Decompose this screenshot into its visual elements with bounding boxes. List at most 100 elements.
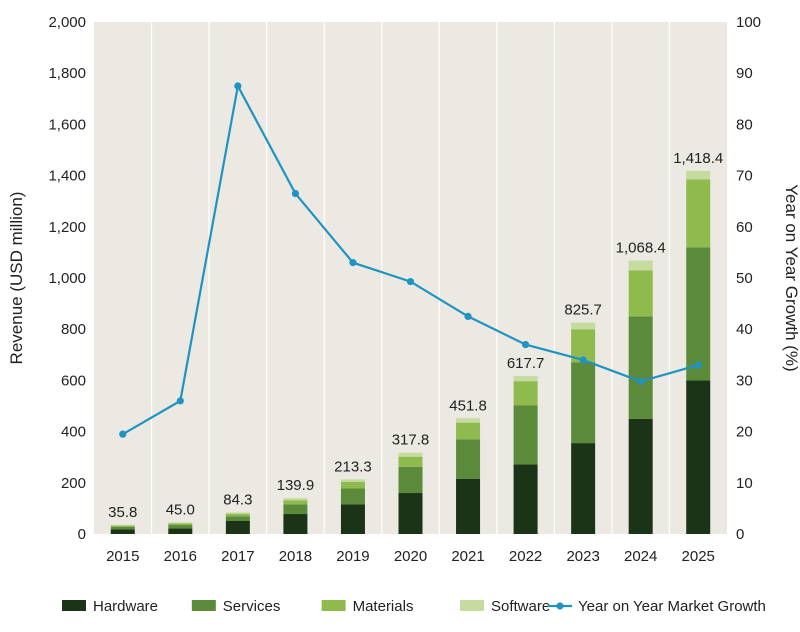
- y2-tick-label: 60: [736, 219, 753, 236]
- bar-segment-hardware: [513, 464, 538, 534]
- growth-line-point: [521, 340, 530, 349]
- y-tick-label: 1,800: [48, 65, 86, 82]
- bar-total-label: 825.7: [564, 302, 602, 319]
- bar-segment-materials: [456, 422, 481, 440]
- growth-line-point: [291, 189, 300, 198]
- bar-total-label: 45.0: [166, 501, 195, 518]
- bar-total-label: 617.7: [507, 355, 545, 372]
- legend-swatch-services: [191, 600, 216, 611]
- x-tick-label: 2024: [624, 548, 657, 565]
- bar-segment-services: [571, 362, 596, 444]
- bar-segment-services: [340, 488, 365, 505]
- bar-segment-services: [398, 466, 423, 494]
- y-tick-label: 1,600: [48, 116, 86, 133]
- bar-segment-hardware: [225, 520, 250, 534]
- bar-segment-services: [225, 516, 250, 521]
- y2-tick-label: 0: [736, 526, 744, 543]
- y2-tick-label: 30: [736, 372, 753, 389]
- growth-line-point: [234, 82, 242, 90]
- bar-segment-services: [456, 439, 481, 479]
- bar-segment-hardware: [110, 529, 135, 534]
- bar-total-label: 317.8: [392, 432, 430, 449]
- bar-segment-materials: [398, 456, 423, 467]
- legend-swatch-software: [460, 600, 484, 611]
- bar-segment-software: [456, 418, 481, 423]
- y2-tick-label: 90: [736, 65, 753, 82]
- bar-segment-software: [628, 260, 653, 271]
- legend-label: Software: [491, 598, 550, 615]
- y-tick-label: 1,000: [48, 270, 86, 287]
- y2-tick-label: 50: [736, 270, 753, 287]
- bar-segment-hardware: [168, 528, 193, 534]
- x-tick-label: 2015: [106, 548, 139, 565]
- bar-segment-services: [168, 525, 193, 529]
- legend-label: Year on Year Market Growth: [578, 598, 766, 615]
- bar-total-label: 35.8: [108, 504, 137, 521]
- bar-segment-hardware: [628, 418, 653, 534]
- growth-line-point: [176, 397, 184, 405]
- bar-segment-materials: [283, 500, 308, 505]
- x-tick-label: 2018: [279, 548, 312, 565]
- bar-segment-software: [168, 522, 193, 524]
- bar-segment-software: [283, 498, 308, 501]
- bar-total-label: 213.3: [334, 458, 372, 475]
- growth-line-point: [694, 361, 702, 369]
- y2-tick-label: 20: [736, 424, 753, 441]
- bar-segment-software: [398, 452, 423, 457]
- bar-segment-software: [686, 170, 711, 180]
- bar-segment-services: [110, 526, 135, 530]
- bar-segment-services: [513, 405, 538, 465]
- bar-segment-hardware: [456, 478, 481, 534]
- legend-label: Services: [223, 598, 281, 615]
- y2-tick-label: 80: [736, 116, 753, 133]
- y2-tick-label: 40: [736, 321, 753, 338]
- x-tick-label: 2023: [566, 548, 599, 565]
- y-axis-title: Revenue (USD million): [7, 192, 26, 365]
- bar-segment-materials: [628, 270, 653, 317]
- growth-line-point: [464, 312, 472, 320]
- bar-total-label: 139.9: [277, 477, 315, 494]
- bar-segment-materials: [110, 525, 135, 527]
- x-tick-label: 2025: [682, 548, 715, 565]
- x-tick-label: 2019: [336, 548, 369, 565]
- bar-segment-materials: [225, 513, 250, 517]
- y-tick-label: 0: [78, 526, 86, 543]
- bar-total-label: 1,068.4: [616, 239, 666, 256]
- y-tick-label: 600: [61, 372, 86, 389]
- legend-line-marker: [556, 602, 564, 610]
- bar-total-label: 1,418.4: [673, 150, 723, 167]
- bar-segment-hardware: [571, 443, 596, 534]
- y2-tick-label: 70: [736, 168, 753, 185]
- bar-segment-hardware: [340, 504, 365, 534]
- x-tick-label: 2017: [221, 548, 254, 565]
- bar-segment-materials: [340, 481, 365, 489]
- bar-segment-software: [340, 479, 365, 482]
- bar-segment-hardware: [398, 493, 423, 534]
- bar-segment-materials: [513, 381, 538, 406]
- bar-segment-services: [628, 316, 653, 419]
- growth-line-point: [579, 356, 587, 364]
- bar-segment-hardware: [686, 380, 711, 534]
- y-tick-label: 200: [61, 475, 86, 492]
- y-tick-label: 800: [61, 321, 86, 338]
- legend-label: Hardware: [93, 598, 158, 615]
- growth-line-point: [406, 277, 415, 286]
- x-tick-label: 2020: [394, 548, 427, 565]
- bar-segment-services: [283, 504, 308, 515]
- growth-line-point: [119, 430, 127, 438]
- bar-segment-hardware: [283, 514, 308, 534]
- bar-total-label: 451.8: [449, 397, 487, 414]
- y-tick-label: 1,200: [48, 219, 86, 236]
- legend-swatch-hardware: [62, 600, 86, 611]
- bar-segment-software: [513, 375, 538, 382]
- y2-axis-title: Year on Year Growth (%): [782, 184, 800, 371]
- legend-swatch-materials: [321, 600, 346, 611]
- bar-segment-services: [686, 247, 711, 381]
- bar-total-label: 84.3: [223, 491, 252, 508]
- bar-segment-software: [110, 524, 135, 526]
- y-tick-label: 1,400: [48, 168, 86, 185]
- x-tick-label: 2016: [164, 548, 197, 565]
- x-tick-label: 2022: [509, 548, 542, 565]
